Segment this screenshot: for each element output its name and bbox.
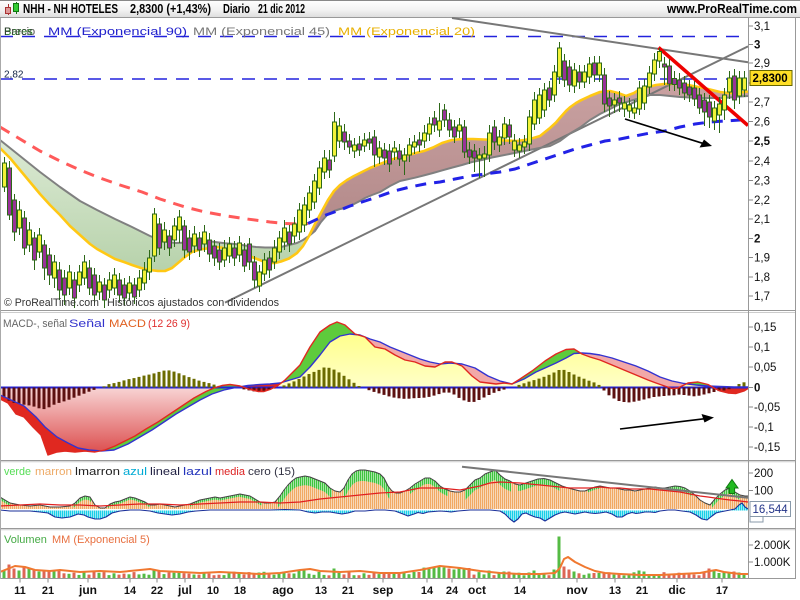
svg-text:14: 14 [124, 585, 137, 597]
svg-text:MM (Exponencial 90): MM (Exponencial 90) [48, 26, 187, 38]
svg-text:lmarron: lmarron [75, 466, 120, 478]
svg-text:1,8: 1,8 [754, 272, 770, 284]
svg-text:2,9: 2,9 [754, 58, 770, 70]
svg-text:verde: verde [4, 466, 31, 478]
svg-text:18: 18 [234, 585, 246, 597]
svg-text:Bares: Bares [4, 26, 33, 38]
svg-text:2,4: 2,4 [754, 156, 771, 168]
svg-text:200: 200 [754, 468, 773, 480]
svg-text:17: 17 [716, 585, 728, 597]
svg-text:21: 21 [42, 585, 54, 597]
svg-text:22: 22 [151, 585, 163, 597]
svg-text:2,5: 2,5 [754, 136, 771, 148]
svg-text:0,1: 0,1 [754, 342, 770, 354]
svg-text:media: media [215, 466, 246, 478]
svg-text:Diario: Diario [223, 1, 250, 16]
svg-text:3: 3 [754, 40, 760, 52]
svg-text:14: 14 [421, 585, 434, 597]
svg-text:2,1: 2,1 [754, 214, 770, 226]
svg-text:lazul: lazul [183, 466, 212, 478]
svg-text:MACD-, señal: MACD-, señal [3, 318, 67, 330]
svg-text:(12 26 9): (12 26 9) [148, 318, 190, 330]
svg-text:2,7: 2,7 [754, 97, 770, 109]
svg-text:sep: sep [373, 583, 394, 597]
svg-text:MM (Exponencial 20): MM (Exponencial 20) [338, 26, 475, 38]
svg-text:-0,1: -0,1 [754, 422, 774, 434]
svg-text:MM (Exponencial 5): MM (Exponencial 5) [52, 534, 150, 546]
svg-text:Precio: Precio [4, 26, 35, 38]
svg-text:21: 21 [636, 585, 648, 597]
svg-text:-0,15: -0,15 [754, 442, 780, 454]
svg-text:© ProRealTime.com: © ProRealTime.com [4, 297, 99, 309]
svg-text:2,82: 2,82 [4, 70, 24, 81]
svg-text:dic: dic [668, 583, 686, 597]
svg-text:marron: marron [35, 466, 72, 478]
svg-text:21 dic 2012: 21 dic 2012 [258, 1, 305, 16]
svg-text:14: 14 [514, 585, 527, 597]
svg-text:-0,05: -0,05 [754, 402, 780, 414]
svg-text:2,6: 2,6 [754, 117, 770, 129]
svg-text:2,3: 2,3 [754, 176, 770, 188]
svg-text:2,8300: 2,8300 [753, 73, 788, 85]
svg-text:Volumen: Volumen [4, 534, 47, 546]
svg-text:Históricos ajustados con divid: Históricos ajustados con dividendos [107, 297, 279, 309]
svg-text:0,05: 0,05 [754, 362, 776, 374]
svg-text:10: 10 [207, 585, 219, 597]
svg-text:MACD: MACD [109, 318, 146, 330]
svg-text:azul: azul [123, 466, 147, 478]
svg-text:11: 11 [14, 585, 26, 597]
svg-text:1,7: 1,7 [754, 291, 770, 303]
svg-text:Señal: Señal [69, 318, 105, 330]
svg-text:2.000K: 2.000K [754, 540, 791, 552]
svg-text:2,8300 (+1,43%): 2,8300 (+1,43%) [130, 1, 211, 16]
svg-text:13: 13 [315, 585, 327, 597]
svg-text:jun: jun [78, 583, 97, 597]
svg-text:100: 100 [754, 486, 773, 498]
svg-text:21: 21 [342, 585, 354, 597]
svg-text:3,1: 3,1 [754, 21, 770, 33]
svg-text:24: 24 [446, 585, 459, 597]
svg-text:13: 13 [609, 585, 621, 597]
svg-text:16,544: 16,544 [753, 504, 789, 516]
svg-text:jul: jul [177, 583, 192, 597]
svg-text:MM (Exponencial 45): MM (Exponencial 45) [193, 26, 330, 38]
svg-text:lineal: lineal [150, 466, 180, 478]
svg-text:0: 0 [754, 383, 760, 395]
svg-text:nov: nov [566, 583, 588, 597]
svg-text:2: 2 [754, 234, 760, 246]
svg-text:ago: ago [272, 583, 293, 597]
svg-text:0,15: 0,15 [754, 322, 776, 334]
svg-text:oct: oct [468, 583, 486, 597]
svg-text:2,2: 2,2 [754, 195, 770, 207]
svg-text:1.000K: 1.000K [754, 557, 791, 569]
svg-text:cero (15): cero (15) [248, 466, 295, 478]
svg-text:www.ProRealTime.com: www.ProRealTime.com [666, 1, 797, 16]
svg-text:1,9: 1,9 [754, 253, 770, 265]
svg-text:NHH - NH HOTELES: NHH - NH HOTELES [23, 1, 118, 16]
